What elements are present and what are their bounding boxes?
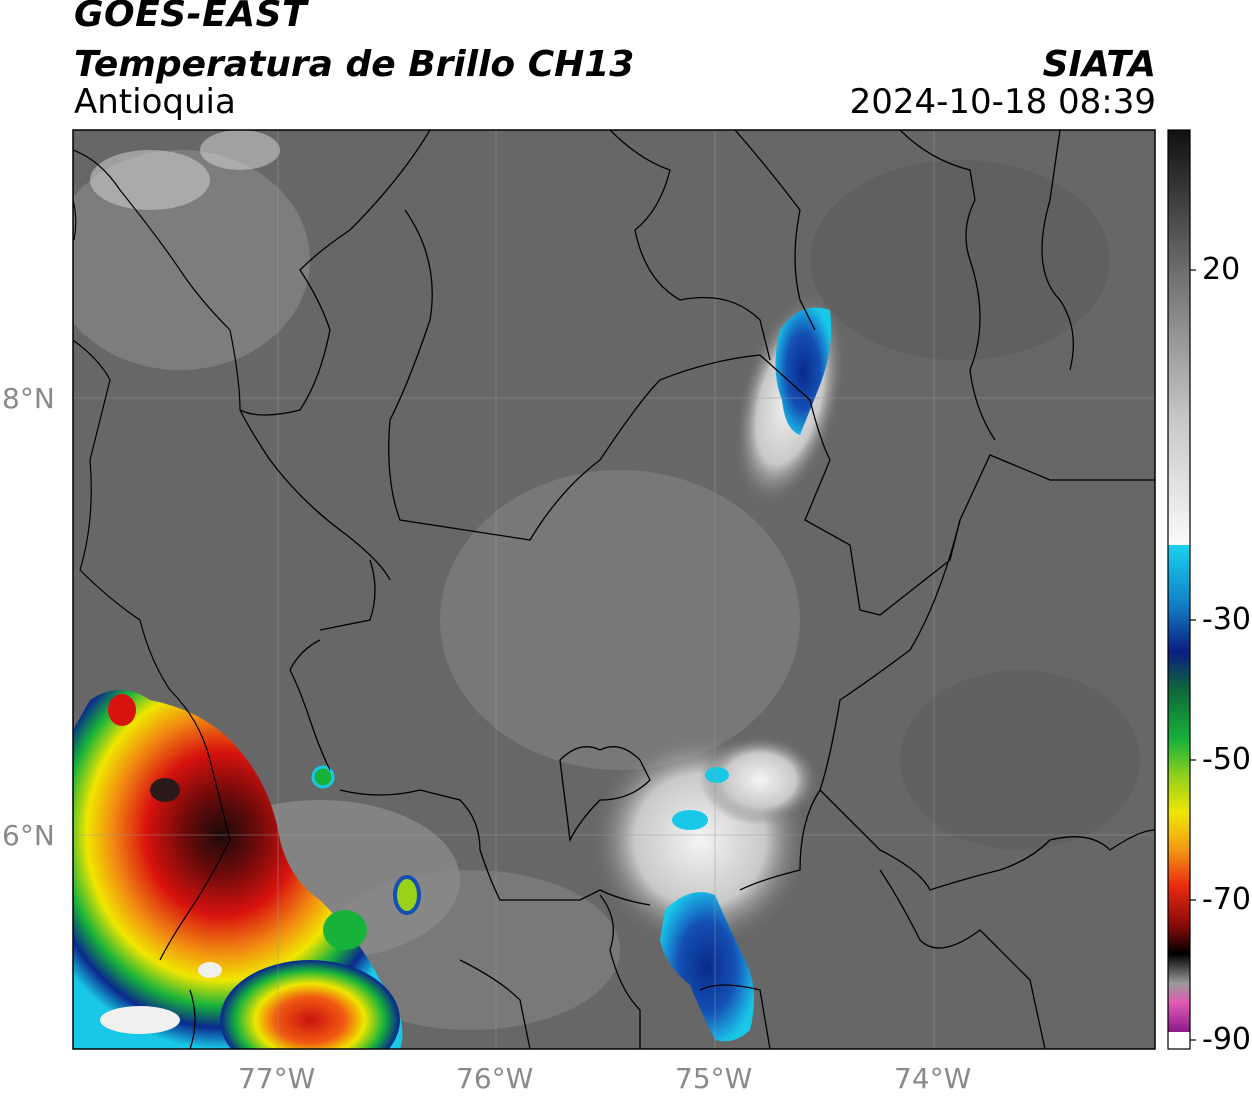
lon-label-76w: 76°W bbox=[456, 1062, 534, 1095]
political-boundaries bbox=[189, 130, 1155, 1049]
colorbar-label-minus30: -30 bbox=[1202, 602, 1251, 637]
lon-label-77w: 77°W bbox=[238, 1062, 316, 1095]
colorbar-label-20: 20 bbox=[1202, 252, 1241, 287]
colorbar-label-minus90: -90 bbox=[1202, 1022, 1251, 1057]
region-label: Antioquia bbox=[74, 82, 236, 122]
map-frame bbox=[72, 129, 1156, 1050]
lon-label-75w: 75°W bbox=[675, 1062, 753, 1095]
product-title: Temperatura de Brillo CH13 bbox=[74, 44, 635, 85]
storm-cell-south bbox=[660, 892, 754, 1042]
lat-label-6n: 6°N bbox=[2, 819, 55, 852]
lon-label-74w: 74°W bbox=[894, 1062, 972, 1095]
storm-cell-southwest bbox=[73, 690, 403, 1049]
colorbar-label-minus50: -50 bbox=[1202, 742, 1251, 777]
satellite-title: GOES-EAST bbox=[74, 0, 308, 35]
colorbar-label-minus70: -70 bbox=[1202, 882, 1251, 917]
timestamp-label: 2024-10-18 08:39 bbox=[849, 82, 1156, 122]
temperature-colorbar bbox=[1167, 129, 1196, 1050]
map-grid bbox=[73, 130, 1155, 1049]
organization-label: SIATA bbox=[1042, 44, 1156, 85]
storm-cell-north bbox=[775, 307, 832, 435]
lat-label-8n: 8°N bbox=[2, 382, 55, 415]
